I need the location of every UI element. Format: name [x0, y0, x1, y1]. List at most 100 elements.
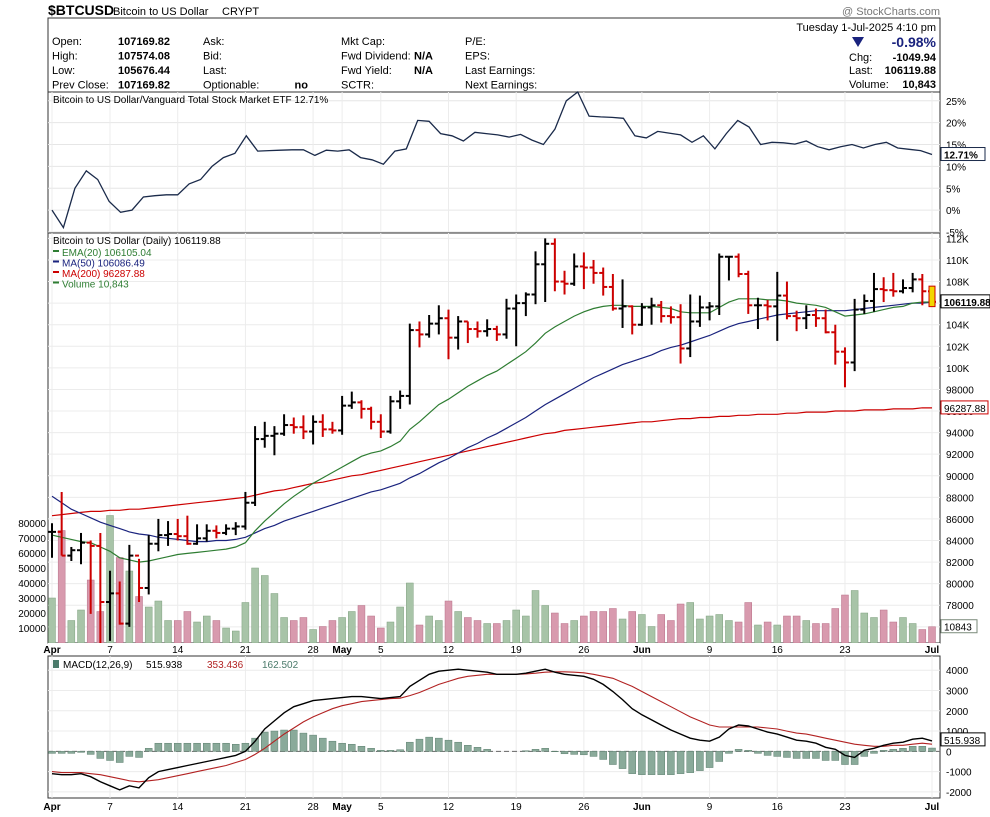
- volume-bar: [870, 617, 878, 644]
- macd-histogram-bar: [541, 748, 549, 752]
- ratio-axis: 25% 20% 15% 10% 5% 0% -5%: [48, 92, 966, 239]
- macd-histogram-bar: [773, 751, 782, 757]
- volume-bar: [67, 620, 76, 644]
- header-field-label: Bid:: [203, 51, 222, 63]
- ohlc-bar: [96, 532, 105, 643]
- header-field-label: Next Earnings:: [465, 80, 537, 92]
- price-tick-label: 78000: [946, 601, 974, 612]
- ohlc-bar: [106, 570, 115, 641]
- macd-histogram-bar: [96, 751, 105, 759]
- volume-bar: [763, 621, 772, 644]
- header-field-label: Fwd Dividend:: [341, 51, 411, 63]
- x-tick-label: 5: [378, 802, 384, 813]
- volume-bar: [425, 615, 433, 644]
- ohlc-bar: [531, 251, 540, 305]
- macd-histogram-bar: [676, 751, 685, 774]
- ohlc-bar: [763, 299, 772, 321]
- x-tick-label: 28: [308, 802, 320, 813]
- macd-tick-label: 0: [946, 747, 952, 758]
- volume-bar: [493, 623, 501, 644]
- volume-bar: [609, 608, 617, 644]
- ticker-name: Bitcoin to US Dollar: [113, 6, 209, 18]
- ratio-tick-label: 0%: [946, 206, 961, 217]
- macd-histogram-bar: [435, 737, 443, 752]
- macd-histogram-bar: [164, 742, 172, 752]
- ratio-title: Bitcoin to US Dollar/Vanguard Total Stoc…: [53, 95, 328, 106]
- volume-bar: [783, 615, 791, 644]
- macd-histogram-bar: [647, 751, 656, 775]
- macd-histogram-bar: [67, 751, 76, 754]
- macd-histogram-bar: [802, 751, 811, 759]
- macd-histogram-bar: [464, 745, 472, 752]
- macd-histogram-bar: [628, 751, 636, 774]
- ohlc-bar: [241, 491, 250, 530]
- macd-histogram-bar: [734, 749, 743, 752]
- x-tick-label: 7: [107, 645, 113, 656]
- volume-bar: [473, 620, 482, 644]
- ohlc-bar: [734, 253, 743, 278]
- volume-bar: [580, 615, 588, 644]
- volume-bar: [831, 608, 840, 644]
- header-field-label: Open:: [52, 36, 82, 48]
- ticker-symbol[interactable]: $BTCUSD: [48, 2, 114, 18]
- ohlc-bar: [802, 305, 811, 330]
- volume-bar: [589, 611, 598, 644]
- ohlc-bar: [908, 272, 917, 293]
- volume-bar: [686, 602, 694, 644]
- macd-histogram-bar: [241, 742, 250, 752]
- legend-entry: MA(50) 106086.49: [62, 259, 145, 270]
- price-tick-label: 100K: [946, 364, 970, 375]
- volume-bar: [144, 606, 153, 644]
- ohlc-bar: [860, 294, 869, 314]
- x-tick-label: 23: [839, 802, 851, 813]
- volume-bar: [319, 626, 327, 644]
- volume-bar: [647, 626, 656, 644]
- macd-histogram-bar: [580, 751, 588, 756]
- ohlc-bar: [318, 414, 327, 437]
- macd-last-label: 515.938: [944, 736, 981, 747]
- last-value: 106119.88: [885, 65, 936, 77]
- volume-bar: [918, 629, 927, 644]
- macd-histogram-bar: [338, 742, 346, 752]
- ohlc-bar: [502, 298, 511, 339]
- macd-histogram-bar: [618, 751, 627, 769]
- ohlc-bar: [444, 309, 453, 360]
- macd-histogram-bar: [744, 750, 752, 752]
- price-tick-label: 88000: [946, 493, 974, 504]
- down-triangle-icon: [852, 37, 864, 47]
- ohlc-bar: [589, 259, 598, 284]
- macd-histogram-bar: [135, 751, 143, 758]
- volume-bar: [280, 617, 288, 644]
- signal-value: 353.436: [207, 660, 244, 671]
- volume-bar: [812, 623, 820, 644]
- macd-histogram-bar: [144, 748, 153, 752]
- ohlc-bar: [879, 277, 888, 303]
- macd-histogram-bar: [667, 751, 675, 775]
- volume-bar: [628, 611, 636, 644]
- ohlc-bar: [212, 525, 221, 539]
- header-field-label: Prev Close:: [52, 80, 109, 92]
- ohlc-bar: [425, 315, 434, 338]
- ratio-last-label: 12.71%: [944, 151, 978, 162]
- volume-tick-label: 10000: [18, 624, 46, 635]
- macd-histogram-bar: [202, 742, 211, 752]
- x-axis-band: [48, 643, 940, 655]
- ohlc-bar: [637, 303, 646, 326]
- ratio-tick-label: 10%: [946, 162, 966, 173]
- x-tick-label: 9: [707, 645, 713, 656]
- legend-entry: MA(200) 96287.88: [62, 269, 145, 280]
- x-axis-macd: Apr 7 14 21 28 May 5 12 19 26 Jun 9 16 23 Jul: [43, 802, 939, 813]
- ohlc-bar: [154, 518, 163, 552]
- macd-histogram-bar: [125, 751, 134, 757]
- macd-histogram-bar: [609, 751, 617, 765]
- x-tick-label: 16: [772, 802, 784, 813]
- volume-bar: [879, 609, 888, 644]
- macd-histogram-bar: [154, 742, 163, 752]
- header-fields: Open: 107169.82 High: 107574.08 Low: 105676.4…: [52, 36, 537, 92]
- x-tick-label: May: [332, 802, 352, 813]
- x-tick-label: Jun: [633, 802, 651, 813]
- macd-histogram-bar: [425, 736, 433, 752]
- ohlc-bar: [376, 414, 385, 438]
- macd-histogram-bar: [870, 751, 878, 754]
- volume-bar: [522, 615, 530, 644]
